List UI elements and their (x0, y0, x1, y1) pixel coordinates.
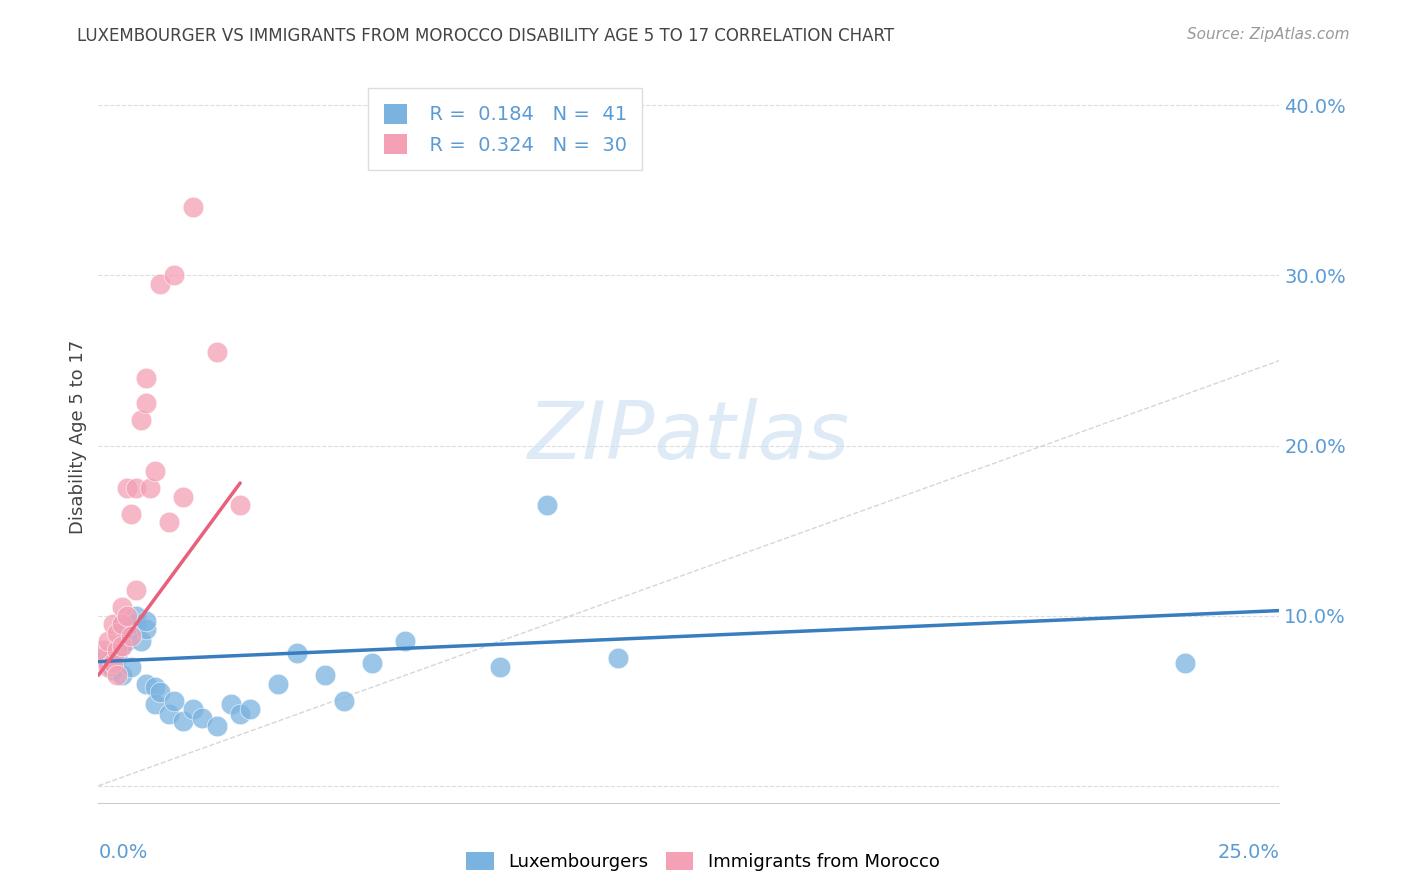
Legend:   R =  0.184   N =  41,   R =  0.324   N =  30: R = 0.184 N = 41, R = 0.324 N = 30 (368, 88, 643, 170)
Point (101, 657, 124, 671)
Y-axis label: Disability Age 5 to 17: Disability Age 5 to 17 (69, 340, 87, 534)
Point (489, 659, 512, 673)
Point (135, 396, 157, 410)
Point (121, 659, 143, 673)
Point (607, 651, 630, 665)
Point (149, 277, 172, 291)
Point (361, 657, 384, 671)
Point (267, 677, 290, 691)
Point (163, 268, 186, 283)
Point (111, 600, 134, 615)
Point (394, 634, 416, 648)
Point (101, 663, 124, 677)
Point (91, 642, 114, 657)
Point (125, 583, 148, 598)
Point (181, 702, 204, 716)
Point (205, 719, 228, 733)
Text: 0.0%: 0.0% (98, 843, 148, 862)
Point (105, 668, 128, 682)
Point (111, 668, 134, 682)
Point (125, 481, 148, 495)
Point (219, 697, 242, 711)
Point (143, 680, 166, 694)
Point (191, 711, 214, 725)
Point (143, 464, 166, 478)
Point (536, 498, 558, 512)
Point (101, 617, 124, 632)
Point (143, 697, 166, 711)
Point (285, 646, 308, 660)
Point (105, 649, 128, 664)
Point (239, 702, 262, 716)
Point (149, 685, 172, 699)
Text: LUXEMBOURGER VS IMMIGRANTS FROM MOROCCO DISABILITY AGE 5 TO 17 CORRELATION CHART: LUXEMBOURGER VS IMMIGRANTS FROM MOROCCO … (77, 27, 894, 45)
Point (139, 481, 162, 495)
Text: ZIPatlas: ZIPatlas (527, 398, 851, 476)
Point (121, 629, 143, 643)
Point (105, 625, 128, 640)
Point (91, 651, 114, 665)
Point (333, 694, 356, 708)
Legend: Luxembourgers, Immigrants from Morocco: Luxembourgers, Immigrants from Morocco (460, 845, 946, 879)
Point (97, 657, 120, 671)
Point (111, 617, 134, 632)
Point (314, 668, 336, 682)
Point (105, 642, 128, 657)
Point (129, 413, 152, 427)
Point (125, 608, 148, 623)
Point (105, 642, 128, 657)
Point (229, 498, 252, 512)
Text: 25.0%: 25.0% (1218, 843, 1279, 862)
Point (115, 481, 138, 495)
Point (172, 714, 194, 728)
Point (135, 614, 157, 628)
Point (229, 707, 252, 722)
Point (97, 659, 120, 673)
Point (1174, 657, 1197, 671)
Point (121, 622, 143, 636)
Point (97, 634, 120, 648)
Point (91, 651, 114, 665)
Point (115, 625, 138, 640)
Point (111, 640, 134, 654)
Point (172, 490, 194, 504)
Point (111, 640, 134, 654)
Point (115, 608, 138, 623)
Point (157, 515, 180, 529)
Point (163, 694, 186, 708)
Point (115, 634, 138, 648)
Point (101, 646, 124, 660)
Point (135, 677, 157, 691)
Point (181, 201, 204, 215)
Text: Source: ZipAtlas.com: Source: ZipAtlas.com (1187, 27, 1350, 42)
Point (157, 707, 180, 722)
Point (111, 617, 134, 632)
Point (129, 634, 152, 648)
Point (125, 617, 148, 632)
Point (205, 345, 228, 359)
Point (135, 622, 157, 636)
Point (121, 507, 143, 521)
Point (135, 370, 157, 384)
